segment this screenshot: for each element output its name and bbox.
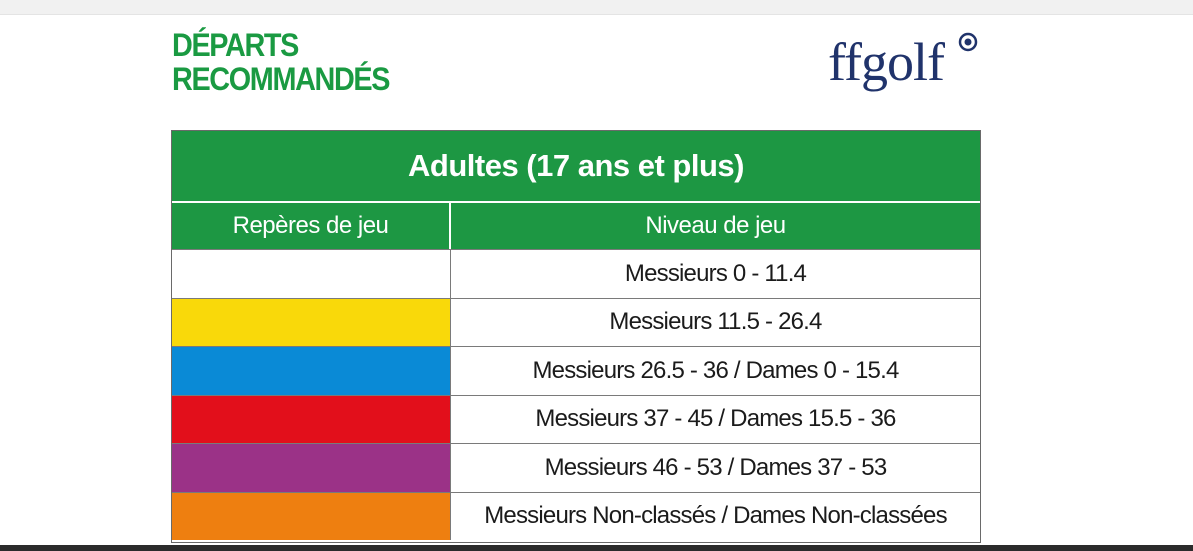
level-cell: Messieurs Non-classés / Dames Non-classé… [484, 502, 947, 530]
table-body: Messieurs 0 - 11.4 Messieurs 11.5 - 26.4 M… [172, 249, 980, 540]
tee-color-swatch [172, 298, 451, 346]
table-title: Adultes (17 ans et plus) [172, 131, 980, 201]
column-header-reperes: Repères de jeu [172, 203, 451, 249]
level-cell: Messieurs 37 - 45 / Dames 15.5 - 36 [535, 405, 896, 433]
recommended-tees-table: Adultes (17 ans et plus) Repères de jeu … [171, 130, 981, 543]
table-row: Messieurs Non-classés / Dames Non-classé… [172, 491, 980, 540]
table-header-row: Repères de jeu Niveau de jeu [172, 201, 980, 249]
tee-color-swatch [172, 347, 451, 395]
logo-wordmark: ffgolf [828, 32, 945, 92]
ffgolf-logo: ffgolf [828, 30, 998, 100]
title-line-1: DÉPARTS [172, 27, 299, 63]
tee-color-swatch [172, 395, 451, 443]
table-row: Messieurs 46 - 53 / Dames 37 - 53 [172, 443, 980, 492]
tee-color-swatch [172, 250, 451, 298]
table-row: Messieurs 26.5 - 36 / Dames 0 - 15.4 [172, 346, 980, 395]
title-line-2: RECOMMANDÉS [172, 61, 391, 97]
level-cell: Messieurs 26.5 - 36 / Dames 0 - 15.4 [532, 356, 899, 384]
tee-color-swatch [172, 444, 451, 492]
bottom-border-strip [0, 545, 1193, 551]
table-row: Messieurs 11.5 - 26.4 [172, 297, 980, 346]
column-header-niveau: Niveau de jeu [645, 212, 786, 239]
table-row: Messieurs 0 - 11.4 [172, 249, 980, 298]
tee-color-swatch [172, 492, 451, 540]
level-cell: Messieurs 11.5 - 26.4 [609, 308, 822, 336]
golf-ball-icon [958, 32, 978, 52]
level-cell: Messieurs 46 - 53 / Dames 37 - 53 [544, 453, 888, 481]
top-border-strip [0, 0, 1193, 15]
page-title: DÉPARTS RECOMMANDÉS [172, 27, 391, 97]
table-row: Messieurs 37 - 45 / Dames 15.5 - 36 [172, 394, 980, 443]
level-cell: Messieurs 0 - 11.4 [624, 259, 807, 287]
